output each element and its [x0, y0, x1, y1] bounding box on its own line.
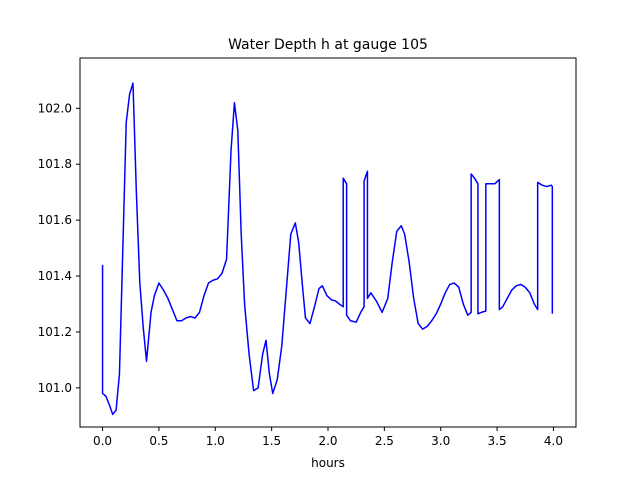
x-axis-label: hours [311, 456, 345, 470]
x-tick-label: 3.0 [431, 434, 450, 448]
x-tick-label: 2.5 [375, 434, 394, 448]
y-tick-label: 101.2 [38, 325, 72, 339]
x-tick-label: 3.5 [488, 434, 507, 448]
x-tick-label: 0.0 [93, 434, 112, 448]
x-tick-label: 1.0 [206, 434, 225, 448]
y-tick-label: 102.0 [38, 101, 72, 115]
y-tick-label: 101.8 [38, 157, 72, 171]
x-tick-label: 2.0 [318, 434, 337, 448]
y-tick-label: 101.4 [38, 269, 72, 283]
chart-title: Water Depth h at gauge 105 [228, 37, 428, 53]
x-tick-label: 0.5 [149, 434, 168, 448]
plot-area [101, 82, 554, 416]
axis-ticks: 0.0 0.5 1.0 1.5 2.0 2.5 3.0 3.5 4.0 101.0 101.2 101… [38, 101, 563, 448]
y-tick-label: 101.6 [38, 213, 72, 227]
series-line-0 [101, 82, 554, 416]
x-tick-label: 4.0 [544, 434, 563, 448]
plot-frame [79, 57, 577, 428]
x-tick-label: 1.5 [262, 434, 281, 448]
y-tick-label: 101.0 [38, 381, 72, 395]
